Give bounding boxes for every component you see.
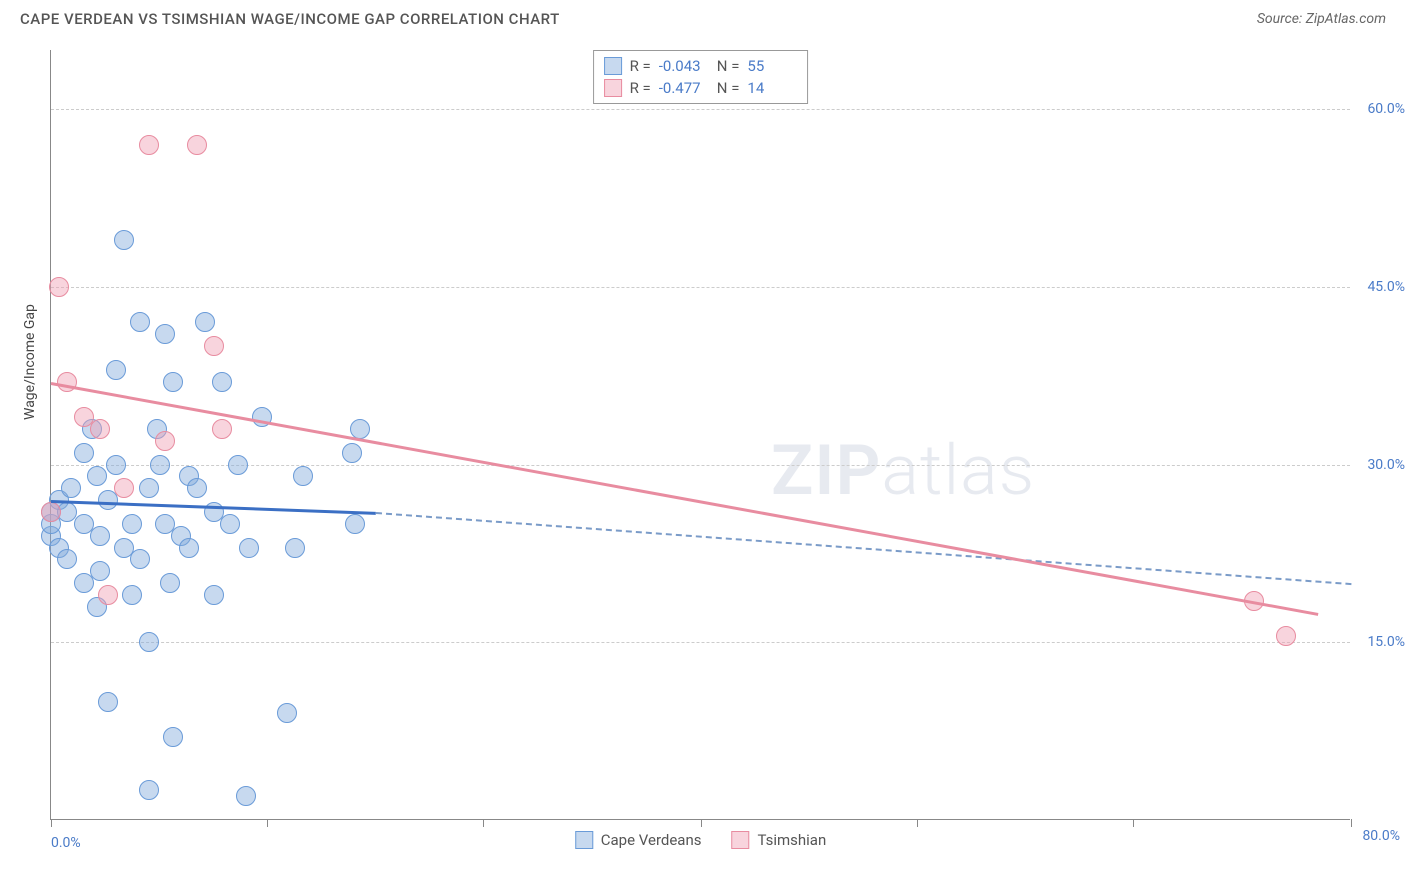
gridline-horizontal xyxy=(51,287,1350,288)
data-point xyxy=(90,561,110,581)
n-label: N = xyxy=(717,57,740,75)
chart-header: CAPE VERDEAN VS TSIMSHIAN WAGE/INCOME GA… xyxy=(0,0,1406,36)
y-axis-label: Wage/Income Gap xyxy=(22,304,38,420)
x-tick xyxy=(701,819,702,827)
data-point xyxy=(285,538,305,558)
x-tick-label: 0.0% xyxy=(51,835,81,851)
series-legend: Cape Verdeans Tsimshian xyxy=(575,831,827,849)
r-value: -0.043 xyxy=(659,57,709,75)
stats-legend: R = -0.043 N = 55 R = -0.477 N = 14 xyxy=(593,50,809,104)
data-point xyxy=(139,632,159,652)
legend-swatch xyxy=(604,79,622,97)
data-point xyxy=(57,549,77,569)
data-point xyxy=(98,692,118,712)
x-tick xyxy=(917,819,918,827)
n-value: 55 xyxy=(747,57,797,75)
data-point xyxy=(106,455,126,475)
data-point xyxy=(155,324,175,344)
legend-item: Tsimshian xyxy=(732,831,827,849)
legend-swatch xyxy=(732,831,750,849)
data-point xyxy=(90,419,110,439)
data-point xyxy=(87,466,107,486)
data-point xyxy=(1276,626,1296,646)
stats-row: R = -0.477 N = 14 xyxy=(604,77,798,99)
data-point xyxy=(130,312,150,332)
data-point xyxy=(106,360,126,380)
legend-label: Tsimshian xyxy=(758,831,827,849)
data-point xyxy=(122,514,142,534)
n-value: 14 xyxy=(747,79,797,97)
data-point xyxy=(98,585,118,605)
data-point xyxy=(160,573,180,593)
stats-row: R = -0.043 N = 55 xyxy=(604,55,798,77)
data-point xyxy=(90,526,110,546)
trend-line xyxy=(51,382,1319,616)
data-point xyxy=(293,466,313,486)
trend-line xyxy=(376,512,1351,585)
legend-label: Cape Verdeans xyxy=(601,831,702,849)
gridline-horizontal xyxy=(51,109,1350,110)
data-point xyxy=(212,372,232,392)
data-point xyxy=(163,372,183,392)
data-point xyxy=(236,786,256,806)
data-point xyxy=(114,230,134,250)
data-point xyxy=(139,478,159,498)
legend-swatch xyxy=(575,831,593,849)
n-label: N = xyxy=(717,79,740,97)
x-tick xyxy=(1351,819,1352,827)
data-point xyxy=(187,135,207,155)
data-point xyxy=(114,478,134,498)
data-point xyxy=(342,443,362,463)
data-point xyxy=(220,514,240,534)
data-point xyxy=(74,443,94,463)
watermark: ZIPatlas xyxy=(771,430,1035,512)
r-label: R = xyxy=(630,79,651,97)
chart-title: CAPE VERDEAN VS TSIMSHIAN WAGE/INCOME GA… xyxy=(20,10,560,28)
source-attribution: Source: ZipAtlas.com xyxy=(1257,11,1386,27)
data-point xyxy=(122,585,142,605)
data-point xyxy=(139,780,159,800)
scatter-plot-area: ZIPatlas 15.0%30.0%45.0%60.0%0.0%80.0%R … xyxy=(50,50,1350,820)
r-label: R = xyxy=(630,57,651,75)
data-point xyxy=(204,585,224,605)
data-point xyxy=(163,727,183,747)
data-point xyxy=(277,703,297,723)
data-point xyxy=(49,277,69,297)
gridline-horizontal xyxy=(51,642,1350,643)
x-tick-label: 80.0% xyxy=(1362,828,1400,844)
r-value: -0.477 xyxy=(659,79,709,97)
data-point xyxy=(155,431,175,451)
y-tick-label: 30.0% xyxy=(1367,457,1405,473)
data-point xyxy=(212,419,232,439)
y-tick-label: 15.0% xyxy=(1367,634,1405,650)
y-tick-label: 45.0% xyxy=(1367,279,1405,295)
data-point xyxy=(204,336,224,356)
data-point xyxy=(41,502,61,522)
data-point xyxy=(139,135,159,155)
x-tick xyxy=(267,819,268,827)
data-point xyxy=(130,549,150,569)
data-point xyxy=(195,312,215,332)
legend-swatch xyxy=(604,57,622,75)
data-point xyxy=(228,455,248,475)
x-tick xyxy=(483,819,484,827)
data-point xyxy=(345,514,365,534)
x-tick xyxy=(1133,819,1134,827)
data-point xyxy=(239,538,259,558)
x-tick xyxy=(51,819,52,827)
data-point xyxy=(187,478,207,498)
legend-item: Cape Verdeans xyxy=(575,831,702,849)
data-point xyxy=(179,538,199,558)
data-point xyxy=(61,478,81,498)
y-tick-label: 60.0% xyxy=(1367,101,1405,117)
data-point xyxy=(150,455,170,475)
